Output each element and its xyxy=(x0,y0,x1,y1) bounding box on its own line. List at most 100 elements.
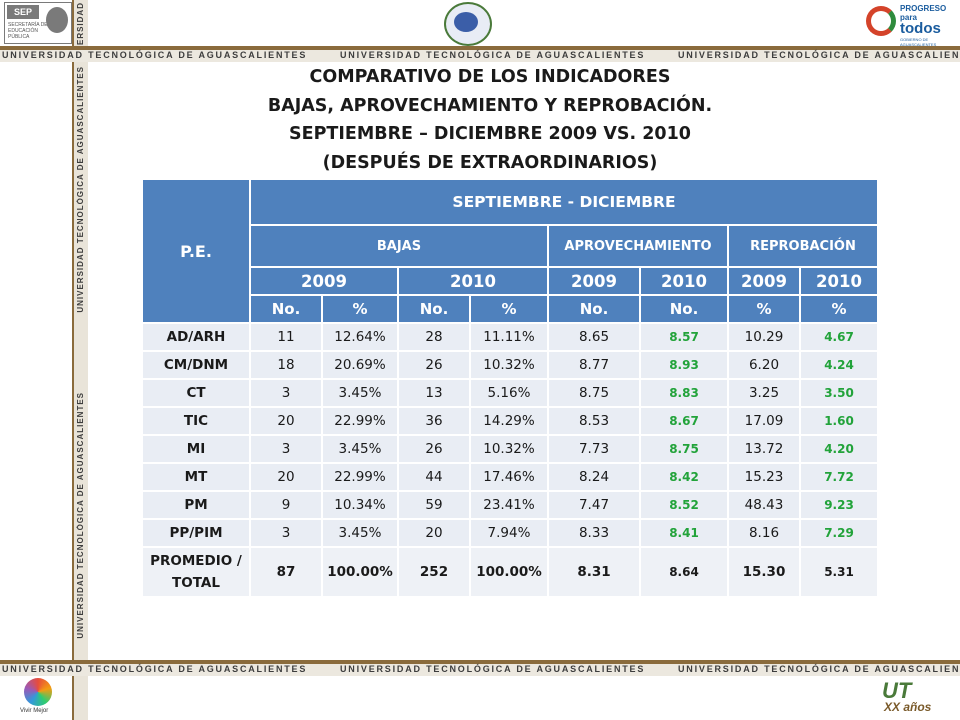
cell-bajas-2009-no: 18 xyxy=(251,352,321,378)
horizontal-band-top: UNIVERSIDAD TECNOLÓGICA DE AGUASCALIENTE… xyxy=(0,46,960,62)
cell-bajas-2010-no: 44 xyxy=(399,464,469,490)
cell-aprov-2010: 8.75 xyxy=(641,436,727,462)
table-row: CT 3 3.45% 13 5.16% 8.75 8.83 3.25 3.50 xyxy=(143,380,877,406)
cell-bajas-2009-pct: 20.69% xyxy=(323,352,397,378)
row-pe: MT xyxy=(143,464,249,490)
row-pe: AD/ARH xyxy=(143,324,249,350)
sub-header: % xyxy=(729,296,799,322)
cell-reprob-2009: 6.20 xyxy=(729,352,799,378)
cell-bajas-2010-pct: 14.29% xyxy=(471,408,547,434)
cell-bajas-2010-no: 13 xyxy=(399,380,469,406)
cell-bajas-2010-pct: 5.16% xyxy=(471,380,547,406)
cell-bajas-2009-pct: 22.99% xyxy=(323,464,397,490)
group-header-aprovechamiento: APROVECHAMIENTO xyxy=(549,226,727,266)
year-header: 2009 xyxy=(729,268,799,294)
band-text: UNIVERSIDAD TECNOLÓGICA DE AGUASCALIENTE… xyxy=(340,664,646,674)
title-line-4: (DESPUÉS DE EXTRAORDINARIOS) xyxy=(322,152,658,173)
progreso-text-2: para xyxy=(900,13,917,22)
vivir-mejor-label: Vivir Mejor xyxy=(20,708,49,714)
cell-bajas-2009-no: 20 xyxy=(251,408,321,434)
cell-bajas-2009-no: 11 xyxy=(251,324,321,350)
indicators-table: P.E. SEPTIEMBRE - DICIEMBRE BAJAS APROVE… xyxy=(141,178,879,598)
cell-bajas-2009-pct: 10.34% xyxy=(323,492,397,518)
table-row: AD/ARH 11 12.64% 28 11.11% 8.65 8.57 10.… xyxy=(143,324,877,350)
cell-bajas-2010-pct: 10.32% xyxy=(471,436,547,462)
vivir-mejor-logo: Vivir Mejor xyxy=(18,676,58,720)
xx-anos-text: XX años xyxy=(884,700,932,714)
cell-bajas-2009-no: 9 xyxy=(251,492,321,518)
cell-aprov-2009: 8.77 xyxy=(549,352,639,378)
year-header: 2010 xyxy=(801,268,877,294)
cell-bajas-2010-no: 36 xyxy=(399,408,469,434)
flower-icon xyxy=(24,678,52,706)
pe-header: P.E. xyxy=(143,180,249,322)
cell-bajas-2009-no: 3 xyxy=(251,436,321,462)
cell-bajas-2009-no: 3 xyxy=(251,520,321,546)
vertical-band: UNIVERSIDAD TECNOLÓGICA DE AGUASCALIENTE… xyxy=(72,62,88,660)
cell-aprov-2009: 8.65 xyxy=(549,324,639,350)
sep-subtitle: SECRETARÍA DE EDUCACIÓN PÚBLICA xyxy=(8,22,48,40)
table-row: MT 20 22.99% 44 17.46% 8.24 8.42 15.23 7… xyxy=(143,464,877,490)
cell-bajas-2010-no: 59 xyxy=(399,492,469,518)
cell-bajas-2010-no: 26 xyxy=(399,436,469,462)
cell-bajas-2009-pct: 3.45% xyxy=(323,380,397,406)
cell-aprov-2010: 8.83 xyxy=(641,380,727,406)
table-row: PM 9 10.34% 59 23.41% 7.47 8.52 48.43 9.… xyxy=(143,492,877,518)
row-pe: TIC xyxy=(143,408,249,434)
band-text: UNIVERSIDAD TECNOLÓGICA DE AGUASCALIENTE… xyxy=(678,664,960,674)
cell-aprov-2010: 8.67 xyxy=(641,408,727,434)
sub-header: No. xyxy=(641,296,727,322)
title-line-3: SEPTIEMBRE – DICIEMBRE 2009 VS. 2010 xyxy=(289,124,691,144)
sub-header: No. xyxy=(399,296,469,322)
table-row: TIC 20 22.99% 36 14.29% 8.53 8.67 17.09 … xyxy=(143,408,877,434)
cell-reprob-2009: 10.29 xyxy=(729,324,799,350)
vband-text: UNIVERSIDAD TECNOLÓGICA DE AGUASCALIENTE… xyxy=(76,392,85,639)
progreso-text-3: todos xyxy=(900,20,941,37)
cell-bajas-2010-pct: 11.11% xyxy=(471,324,547,350)
cell-bajas-2010-pct: 10.32% xyxy=(471,352,547,378)
top-header: SEP SECRETARÍA DE EDUCACIÓN PÚBLICA PROG… xyxy=(0,0,960,47)
cell-bajas-2009-pct: 22.99% xyxy=(323,408,397,434)
table-row: PP/PIM 3 3.45% 20 7.94% 8.33 8.41 8.16 7… xyxy=(143,520,877,546)
sep-logo: SEP SECRETARÍA DE EDUCACIÓN PÚBLICA xyxy=(4,2,72,44)
total-reprob-2009: 15.30 xyxy=(729,548,799,596)
cell-aprov-2009: 8.75 xyxy=(549,380,639,406)
cell-aprov-2010: 8.52 xyxy=(641,492,727,518)
cell-reprob-2010: 3.50 xyxy=(801,380,877,406)
cell-bajas-2010-no: 20 xyxy=(399,520,469,546)
cell-reprob-2009: 13.72 xyxy=(729,436,799,462)
cell-aprov-2010: 8.42 xyxy=(641,464,727,490)
vband-text: UNIVERSIDAD TECNOLÓGICA DE AGUASCALIENTE… xyxy=(76,66,85,313)
cell-reprob-2010: 7.29 xyxy=(801,520,877,546)
progreso-para-todos-logo: PROGRESO para todos GOBIERNO DE AGUASCAL… xyxy=(862,2,954,47)
group-header-bajas: BAJAS xyxy=(251,226,547,266)
sub-header: % xyxy=(323,296,397,322)
total-reprob-2010: 5.31 xyxy=(801,548,877,596)
progreso-ring-icon xyxy=(866,6,896,36)
cell-aprov-2009: 7.73 xyxy=(549,436,639,462)
cell-reprob-2009: 8.16 xyxy=(729,520,799,546)
cell-aprov-2010: 8.57 xyxy=(641,324,727,350)
total-aprov-2009: 8.31 xyxy=(549,548,639,596)
page-title: COMPARATIVO DE LOS INDICADORES BAJAS, AP… xyxy=(240,63,740,177)
sep-logo-text: SEP xyxy=(7,5,39,19)
band-text: UNIVERSIDAD TECNOLÓGICA DE AGUASCALIENTE… xyxy=(678,50,960,60)
ut-mark-icon: UT xyxy=(882,678,912,703)
total-aprov-2010: 8.64 xyxy=(641,548,727,596)
row-pe: CT xyxy=(143,380,249,406)
cell-bajas-2010-no: 28 xyxy=(399,324,469,350)
period-header: SEPTIEMBRE - DICIEMBRE xyxy=(251,180,877,224)
cell-bajas-2010-pct: 23.41% xyxy=(471,492,547,518)
bottom-footer xyxy=(0,676,960,720)
cell-aprov-2009: 8.33 xyxy=(549,520,639,546)
year-header: 2009 xyxy=(549,268,639,294)
ut-xx-anos-logo: UT XX años xyxy=(876,678,948,718)
sub-header: No. xyxy=(251,296,321,322)
row-pe: MI xyxy=(143,436,249,462)
band-text: UNIVERSIDAD TECNOLÓGICA DE AGUASCALIENTE… xyxy=(340,50,646,60)
year-header: 2010 xyxy=(399,268,547,294)
band-text: UNIVERSIDAD TECNOLÓGICA DE AGUASCALIENTE… xyxy=(2,50,308,60)
cell-bajas-2010-pct: 7.94% xyxy=(471,520,547,546)
cell-reprob-2010: 4.67 xyxy=(801,324,877,350)
ut-seal-logo xyxy=(444,2,492,46)
